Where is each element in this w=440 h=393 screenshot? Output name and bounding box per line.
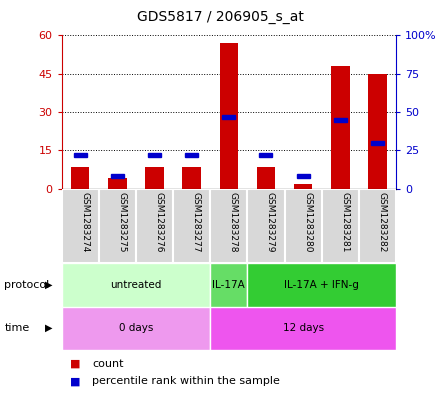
Text: ■: ■ [70, 358, 81, 369]
Bar [257, 167, 275, 189]
Bar [210, 189, 247, 263]
Bar [322, 189, 359, 263]
Bar [210, 263, 247, 307]
Text: untreated: untreated [110, 280, 161, 290]
Bar [145, 167, 164, 189]
Text: ▶: ▶ [45, 323, 53, 333]
Text: GDS5817 / 206905_s_at: GDS5817 / 206905_s_at [136, 10, 304, 24]
Bar [111, 174, 124, 178]
Bar [359, 189, 396, 263]
Bar [108, 178, 127, 189]
Text: GSM1283281: GSM1283281 [340, 192, 349, 253]
Bar [294, 184, 312, 189]
Bar [331, 66, 349, 189]
Bar [222, 115, 235, 119]
Text: IL-17A + IFN-g: IL-17A + IFN-g [284, 280, 359, 290]
Text: GSM1283282: GSM1283282 [378, 192, 386, 253]
Text: percentile rank within the sample: percentile rank within the sample [92, 376, 280, 386]
Text: GSM1283275: GSM1283275 [117, 192, 126, 253]
Bar [297, 174, 310, 178]
Bar [210, 307, 396, 350]
Bar [334, 118, 347, 121]
Bar [148, 153, 161, 157]
Text: protocol: protocol [4, 280, 50, 290]
Text: ▶: ▶ [45, 280, 53, 290]
Bar [371, 141, 384, 145]
Bar [220, 43, 238, 189]
Text: 12 days: 12 days [282, 323, 324, 333]
Text: count: count [92, 358, 124, 369]
Bar [136, 189, 173, 263]
Text: GSM1283274: GSM1283274 [80, 192, 89, 253]
Bar [185, 153, 198, 157]
Bar [368, 73, 387, 189]
Bar [73, 153, 87, 157]
Text: GSM1283279: GSM1283279 [266, 192, 275, 253]
Bar [260, 153, 272, 157]
Bar [247, 189, 285, 263]
Bar [99, 189, 136, 263]
Bar [247, 263, 396, 307]
Text: IL-17A: IL-17A [213, 280, 245, 290]
Text: GSM1283280: GSM1283280 [303, 192, 312, 253]
Bar [62, 189, 99, 263]
Text: time: time [4, 323, 29, 333]
Bar [285, 189, 322, 263]
Text: GSM1283278: GSM1283278 [229, 192, 238, 253]
Text: ■: ■ [70, 376, 81, 386]
Bar [62, 263, 210, 307]
Bar [62, 307, 210, 350]
Text: 0 days: 0 days [119, 323, 153, 333]
Bar [71, 167, 89, 189]
Text: GSM1283277: GSM1283277 [192, 192, 201, 253]
Text: GSM1283276: GSM1283276 [154, 192, 164, 253]
Bar [173, 189, 210, 263]
Bar [182, 167, 201, 189]
